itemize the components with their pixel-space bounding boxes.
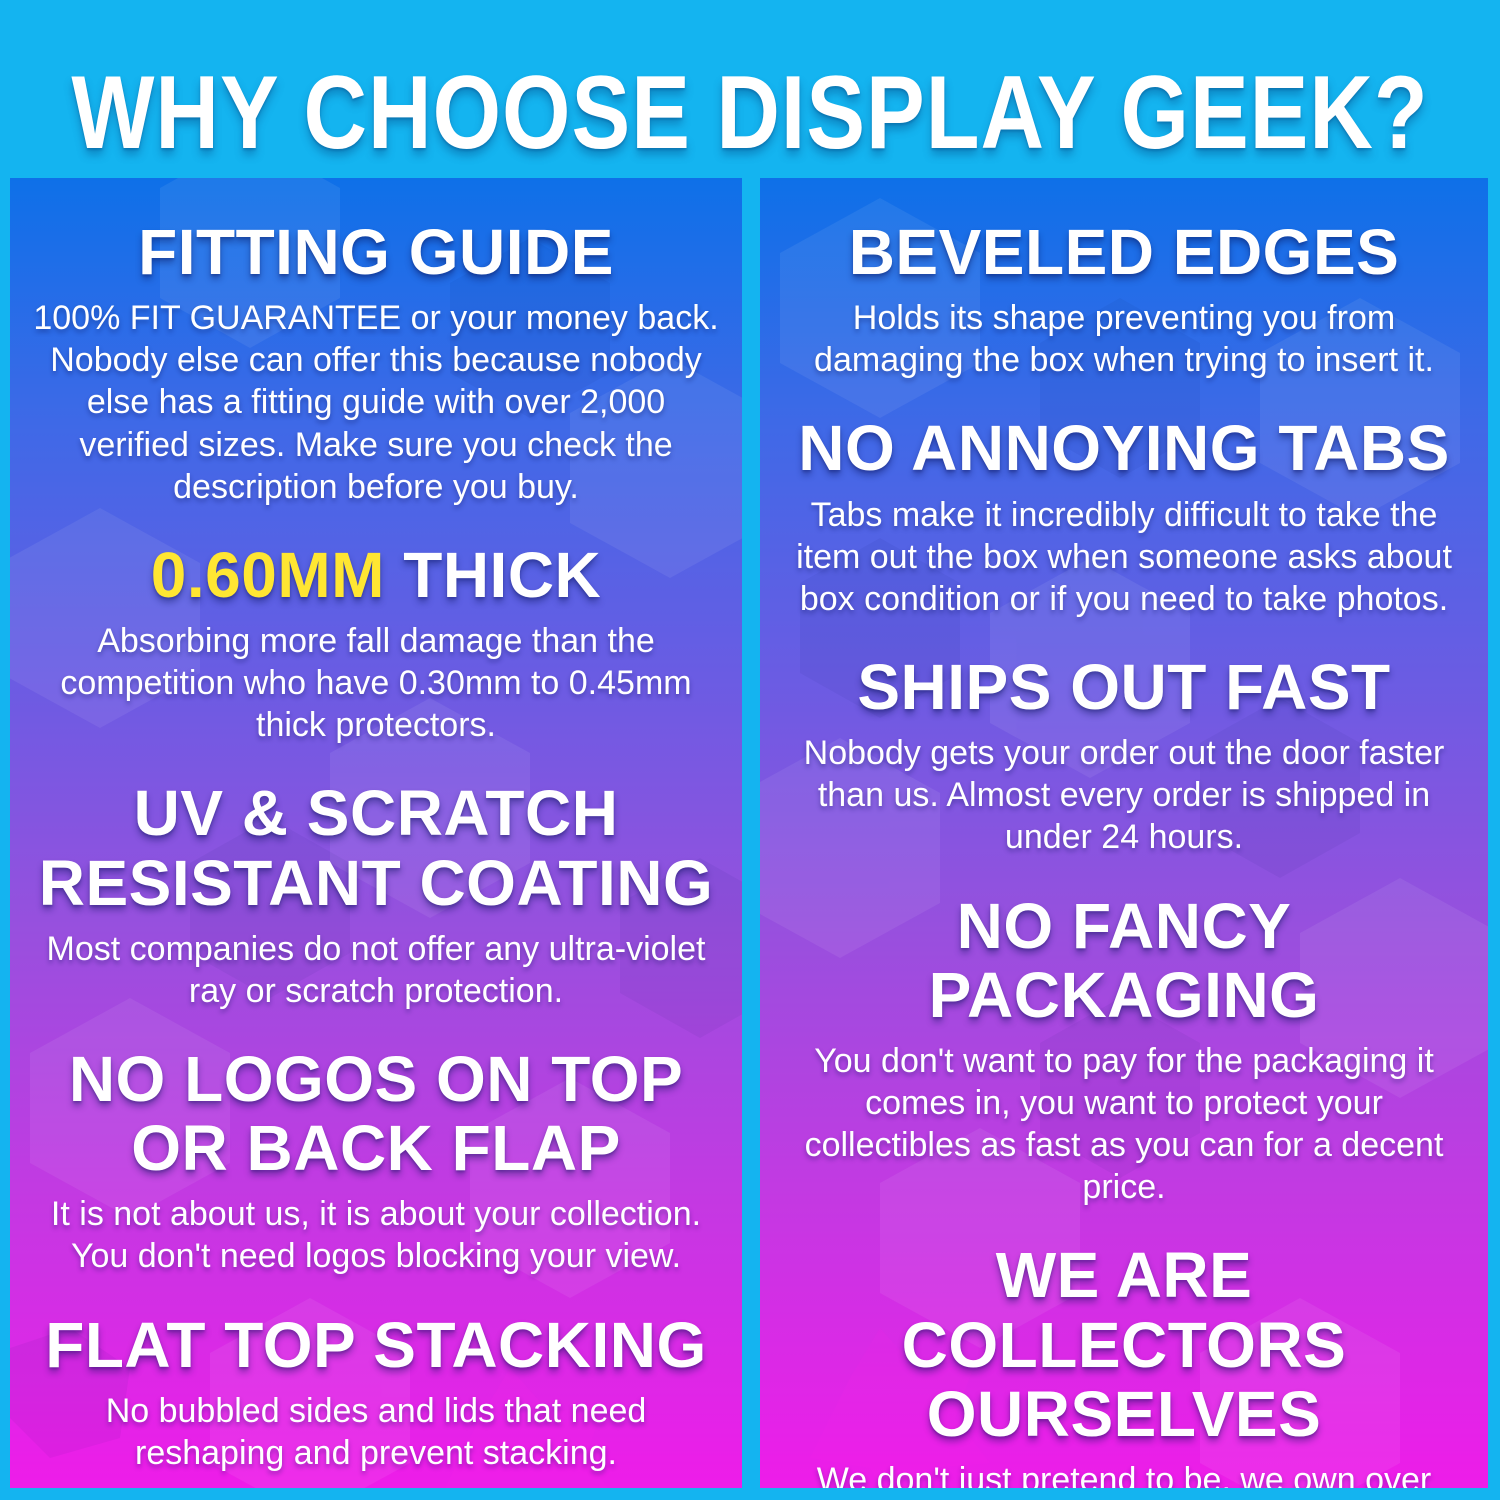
section-heading: SHIPS OUT FAST	[857, 651, 1391, 723]
section-heading: BEVELED EDGES	[848, 216, 1400, 288]
thickness-label: THICK	[384, 538, 602, 611]
left-panel: FITTING GUIDE 100% FIT GUARANTEE or your…	[10, 178, 742, 1488]
section-body: You don't want to pay for the packaging …	[804, 1041, 1444, 1207]
section-beveled-edges: BEVELED EDGES Holds its shape preventing…	[778, 216, 1470, 381]
section-heading: 0.60MM THICK	[28, 538, 724, 611]
section-heading: WE ARE COLLECTORS OURSELVES	[901, 1239, 1347, 1450]
section-body: Holds its shape preventing you from dama…	[814, 299, 1434, 380]
section-body: Tabs make it incredibly difficult to tak…	[796, 495, 1452, 618]
right-panel: BEVELED EDGES Holds its shape preventing…	[760, 178, 1488, 1488]
section-body: Nobody gets your order out the door fast…	[803, 734, 1445, 857]
section-no-logos: NO LOGOS ON TOP OR BACK FLAP It is not a…	[28, 1043, 724, 1278]
left-panel-content: FITTING GUIDE 100% FIT GUARANTEE or your…	[10, 178, 742, 1488]
section-thickness: 0.60MM THICK Absorbing more fall damage …	[28, 538, 724, 747]
section-heading: FITTING GUIDE	[138, 216, 614, 288]
section-uv-scratch-coating: UV & SCRATCH RESISTANT COATING Most comp…	[28, 779, 724, 1012]
section-body: Most companies do not offer any ultra-vi…	[46, 929, 706, 1010]
section-heading: NO LOGOS ON TOP OR BACK FLAP	[68, 1043, 684, 1185]
section-flat-top-stacking: FLAT TOP STACKING No bubbled sides and l…	[28, 1308, 724, 1474]
section-no-annoying-tabs: NO ANNOYING TABS Tabs make it incredibly…	[778, 414, 1470, 620]
section-fitting-guide: FITTING GUIDE 100% FIT GUARANTEE or your…	[28, 216, 724, 508]
section-heading: NO FANCY PACKAGING	[928, 889, 1320, 1031]
section-heading: FLAT TOP STACKING	[45, 1308, 707, 1381]
section-body: No bubbled sides and lids that need resh…	[105, 1391, 647, 1472]
hexagon-pattern-decoration	[760, 198, 1488, 1488]
page-title: WHY CHOOSE DISPLAY GEEK?	[71, 53, 1429, 171]
section-no-fancy-packaging: NO FANCY PACKAGING You don't want to pay…	[778, 889, 1470, 1209]
section-we-are-collectors: WE ARE COLLECTORS OURSELVES We don't jus…	[778, 1241, 1470, 1488]
section-heading: UV & SCRATCH RESISTANT COATING	[38, 777, 714, 919]
hexagon-pattern-decoration	[10, 178, 742, 1488]
section-heading: NO ANNOYING TABS	[798, 412, 1450, 485]
section-body: It is not about us, it is about your col…	[50, 1195, 702, 1276]
section-body: 100% FIT GUARANTEE or your money back. N…	[33, 299, 719, 506]
section-body: Absorbing more fall damage than the comp…	[60, 622, 692, 745]
section-ships-out-fast: SHIPS OUT FAST Nobody gets your order ou…	[778, 651, 1470, 859]
right-panel-content: BEVELED EDGES Holds its shape preventing…	[760, 178, 1488, 1488]
thickness-value-highlight: 0.60MM	[150, 538, 385, 611]
section-body: We don't just pretend to be, we own over…	[816, 1460, 1432, 1488]
